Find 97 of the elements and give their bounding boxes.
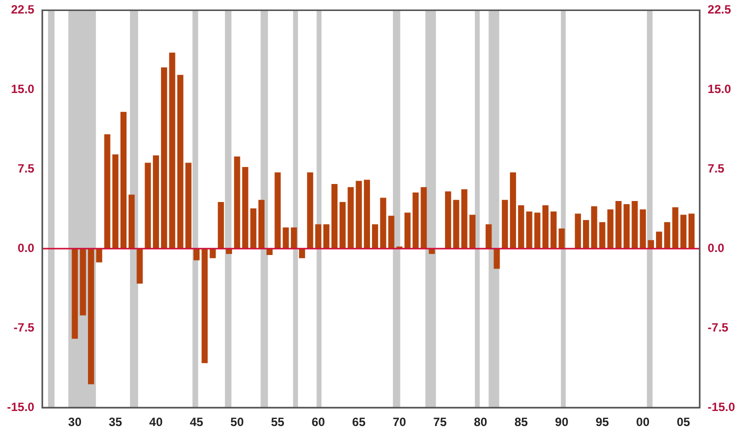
- bar: [282, 227, 289, 249]
- bar: [656, 232, 662, 249]
- x-tick-label: 50: [230, 415, 244, 430]
- bar: [169, 52, 176, 249]
- bar: [331, 184, 338, 249]
- bar: [420, 187, 427, 249]
- bar: [274, 172, 281, 249]
- bar: [348, 187, 354, 249]
- bar: [161, 67, 168, 249]
- bar: [534, 212, 540, 249]
- bar: [380, 198, 386, 249]
- bar: [591, 206, 598, 249]
- bar: [242, 167, 248, 249]
- bar: [185, 162, 192, 249]
- bar: [193, 248, 200, 260]
- bar: [340, 202, 346, 249]
- x-tick-label: 30: [68, 415, 82, 430]
- bar: [461, 189, 468, 249]
- bar: [445, 191, 452, 249]
- bar: [218, 202, 224, 249]
- bar: [323, 224, 330, 249]
- bar: [96, 248, 102, 262]
- y-tick-label: -15.0: [6, 400, 35, 414]
- bar: [136, 248, 143, 284]
- bar: [672, 207, 678, 249]
- bar: [104, 134, 110, 249]
- y-tick-label: 7.5: [18, 161, 35, 176]
- y2-tick-label: -15.0: [708, 400, 736, 414]
- bar: [632, 200, 638, 249]
- bar: [664, 222, 670, 249]
- bar: [202, 248, 208, 364]
- bar: [364, 180, 370, 249]
- bar: [542, 205, 549, 249]
- bar: [526, 212, 532, 249]
- bar: [372, 224, 378, 249]
- bar: [144, 162, 151, 249]
- bar: [510, 172, 516, 249]
- bar: [307, 172, 314, 249]
- bar: [120, 112, 127, 249]
- bar: [412, 192, 419, 249]
- x-tick-label: 70: [392, 415, 406, 430]
- bar: [356, 180, 362, 249]
- y2-tick-label: 0.0: [708, 240, 725, 255]
- y2-tick-label: 22.5: [708, 2, 732, 17]
- bar: [550, 212, 557, 249]
- bar: [315, 224, 322, 249]
- x-tick-label: 55: [271, 415, 285, 430]
- bar: [518, 205, 524, 249]
- bar: [574, 214, 581, 249]
- bar: [210, 248, 216, 258]
- x-tick-label: 75: [433, 415, 447, 430]
- bar: [453, 200, 460, 249]
- y-tick-label: 0.0: [18, 240, 35, 255]
- bar: [72, 248, 78, 339]
- bar: [404, 212, 411, 249]
- bar: [112, 154, 118, 249]
- bar: [486, 224, 492, 249]
- y-tick-label: -7.5: [14, 320, 35, 334]
- bar: [152, 155, 159, 249]
- bar: [583, 220, 590, 249]
- bar: [234, 156, 240, 249]
- bar: [88, 248, 94, 384]
- x-tick-label: 90: [555, 415, 569, 430]
- bar: [258, 200, 264, 249]
- x-tick-label: 00: [636, 415, 650, 430]
- x-tick-label: 45: [190, 415, 204, 430]
- x-tick-label: 35: [108, 415, 122, 430]
- y2-tick-label: -7.5: [708, 320, 729, 334]
- y2-tick-label: 15.0: [708, 82, 732, 96]
- bar: [388, 216, 394, 249]
- bar: [688, 214, 695, 249]
- bar: [250, 208, 256, 249]
- bar: [648, 240, 654, 249]
- bar: [615, 200, 622, 249]
- bar: [624, 204, 630, 249]
- bar: [558, 228, 565, 249]
- x-tick-label: 65: [352, 415, 366, 430]
- bar: [640, 209, 646, 249]
- bar: [80, 248, 86, 316]
- y-tick-label: 15.0: [10, 82, 35, 96]
- x-tick-label: 80: [474, 415, 488, 430]
- x-tick-label: 95: [596, 415, 610, 430]
- bar: [680, 214, 686, 249]
- x-tick-label: 85: [514, 415, 528, 430]
- bar: [494, 248, 500, 269]
- bar: [607, 209, 614, 249]
- x-tick-label: 60: [312, 415, 326, 430]
- bar: [177, 74, 184, 249]
- x-tick-label: 05: [676, 415, 690, 430]
- y-tick-label: 22.5: [10, 2, 35, 17]
- x-tick-label: 40: [149, 415, 163, 430]
- bar: [502, 200, 508, 249]
- bar: [290, 227, 297, 249]
- bar: [128, 194, 135, 249]
- bar: [599, 222, 606, 249]
- y2-tick-label: 7.5: [708, 161, 725, 176]
- bar: [469, 214, 476, 249]
